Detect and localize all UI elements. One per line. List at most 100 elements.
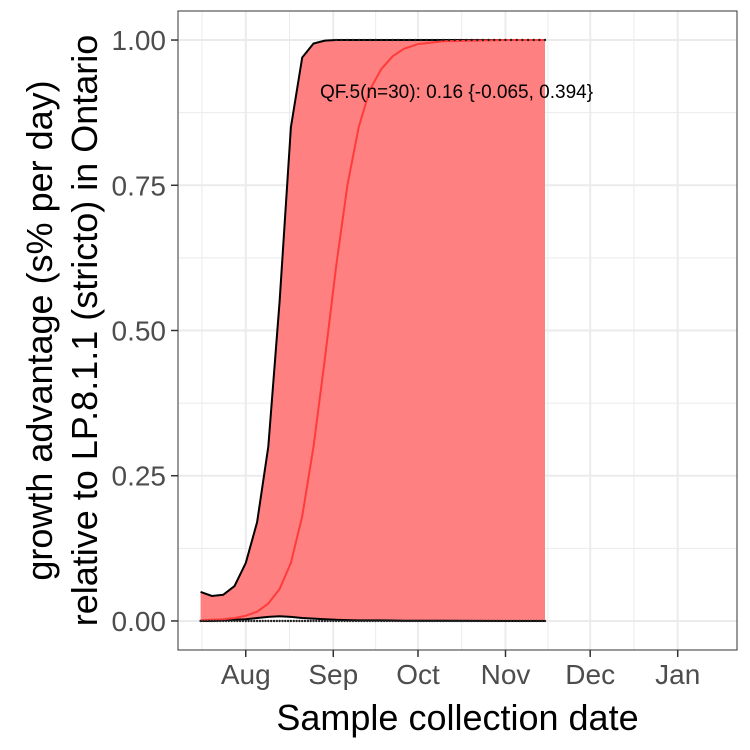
observation-point bbox=[357, 619, 360, 623]
observation-point bbox=[250, 619, 253, 623]
observation-point bbox=[425, 38, 428, 42]
observation-point bbox=[436, 38, 439, 42]
observation-point bbox=[518, 619, 521, 623]
observation-point bbox=[490, 619, 493, 623]
observation-point bbox=[258, 619, 262, 623]
observation-point bbox=[487, 38, 490, 42]
observation-point bbox=[346, 38, 349, 42]
observation-point bbox=[385, 38, 389, 42]
observation-point bbox=[264, 619, 267, 623]
observation-point bbox=[281, 619, 284, 623]
observation-point bbox=[363, 619, 366, 623]
y-tick-label: 0.25 bbox=[112, 461, 167, 492]
observation-point bbox=[532, 619, 535, 623]
observation-point bbox=[476, 619, 479, 623]
observation-point bbox=[340, 38, 343, 42]
observation-point bbox=[487, 619, 490, 623]
confidence-ribbon bbox=[200, 40, 545, 621]
observation-point bbox=[261, 619, 264, 623]
observation-point bbox=[253, 619, 256, 623]
observation-point bbox=[433, 619, 437, 623]
observation-point bbox=[230, 619, 233, 623]
observation-point bbox=[422, 619, 425, 623]
observation-point bbox=[382, 619, 386, 623]
observation-point bbox=[320, 619, 324, 623]
observation-point bbox=[538, 38, 541, 42]
observation-point bbox=[543, 619, 547, 623]
observation-point bbox=[436, 619, 439, 623]
upper-ci-line bbox=[200, 39, 545, 598]
observation-point bbox=[467, 619, 470, 623]
observation-point bbox=[512, 619, 516, 623]
observation-point bbox=[371, 619, 374, 623]
observation-point bbox=[498, 619, 501, 623]
observation-point bbox=[334, 619, 338, 623]
observation-point bbox=[509, 619, 513, 623]
observation-point bbox=[199, 619, 202, 623]
observation-point bbox=[504, 619, 507, 623]
observation-point bbox=[346, 619, 349, 623]
observation-point bbox=[227, 619, 230, 623]
observation-point bbox=[238, 619, 242, 623]
observation-point bbox=[351, 38, 355, 42]
observation-point bbox=[337, 619, 341, 623]
y-tick-label: 1.00 bbox=[112, 25, 167, 56]
observation-point bbox=[363, 38, 366, 42]
observation-point bbox=[442, 619, 445, 623]
observation-point bbox=[255, 619, 259, 623]
observation-point bbox=[402, 619, 406, 623]
observation-point bbox=[481, 38, 485, 42]
fitted-frequency-line bbox=[200, 39, 545, 622]
observation-point bbox=[529, 619, 533, 623]
observation-point bbox=[354, 619, 358, 623]
observation-point bbox=[543, 38, 547, 42]
observation-point bbox=[456, 619, 459, 623]
observation-point bbox=[284, 619, 287, 623]
observation-point bbox=[306, 619, 310, 623]
observation-point bbox=[292, 619, 295, 623]
observation-point bbox=[388, 619, 391, 623]
observation-point bbox=[411, 619, 414, 623]
observation-point bbox=[473, 619, 476, 623]
observation-point bbox=[535, 619, 538, 623]
observation-point bbox=[524, 619, 527, 623]
observation-point bbox=[377, 619, 380, 623]
observation-point bbox=[541, 619, 544, 623]
observation-point bbox=[360, 619, 363, 623]
observation-point bbox=[303, 619, 307, 623]
observation-point bbox=[419, 38, 422, 42]
observation-point bbox=[216, 619, 219, 623]
observation-point bbox=[481, 619, 485, 623]
observation-point bbox=[464, 619, 468, 623]
observation-point bbox=[343, 619, 346, 623]
observation-point bbox=[219, 619, 222, 623]
observation-point bbox=[476, 38, 479, 42]
observation-point bbox=[453, 38, 456, 42]
observation-point bbox=[205, 619, 208, 623]
observation-point bbox=[323, 619, 326, 623]
observation-point bbox=[385, 619, 389, 623]
observation-point bbox=[408, 619, 411, 623]
observation-point bbox=[498, 38, 501, 42]
observation-point bbox=[430, 619, 434, 623]
observation-point bbox=[397, 38, 400, 42]
observation-point bbox=[526, 38, 530, 42]
observation-point bbox=[414, 38, 417, 42]
observation-point bbox=[213, 619, 216, 623]
observation-point bbox=[461, 619, 465, 623]
observation-point bbox=[357, 38, 360, 42]
observation-point bbox=[241, 619, 245, 623]
observation-point bbox=[484, 619, 487, 623]
observation-point bbox=[374, 38, 377, 42]
observation-point bbox=[470, 619, 473, 623]
observation-point bbox=[202, 619, 205, 623]
observation-point bbox=[270, 619, 273, 623]
observation-point bbox=[507, 619, 510, 623]
x-tick-label: Jan bbox=[655, 659, 700, 690]
observation-point bbox=[405, 619, 408, 623]
observation-point bbox=[430, 38, 434, 42]
observation-point bbox=[504, 38, 507, 42]
observation-point bbox=[402, 38, 406, 42]
observation-point bbox=[428, 619, 431, 623]
